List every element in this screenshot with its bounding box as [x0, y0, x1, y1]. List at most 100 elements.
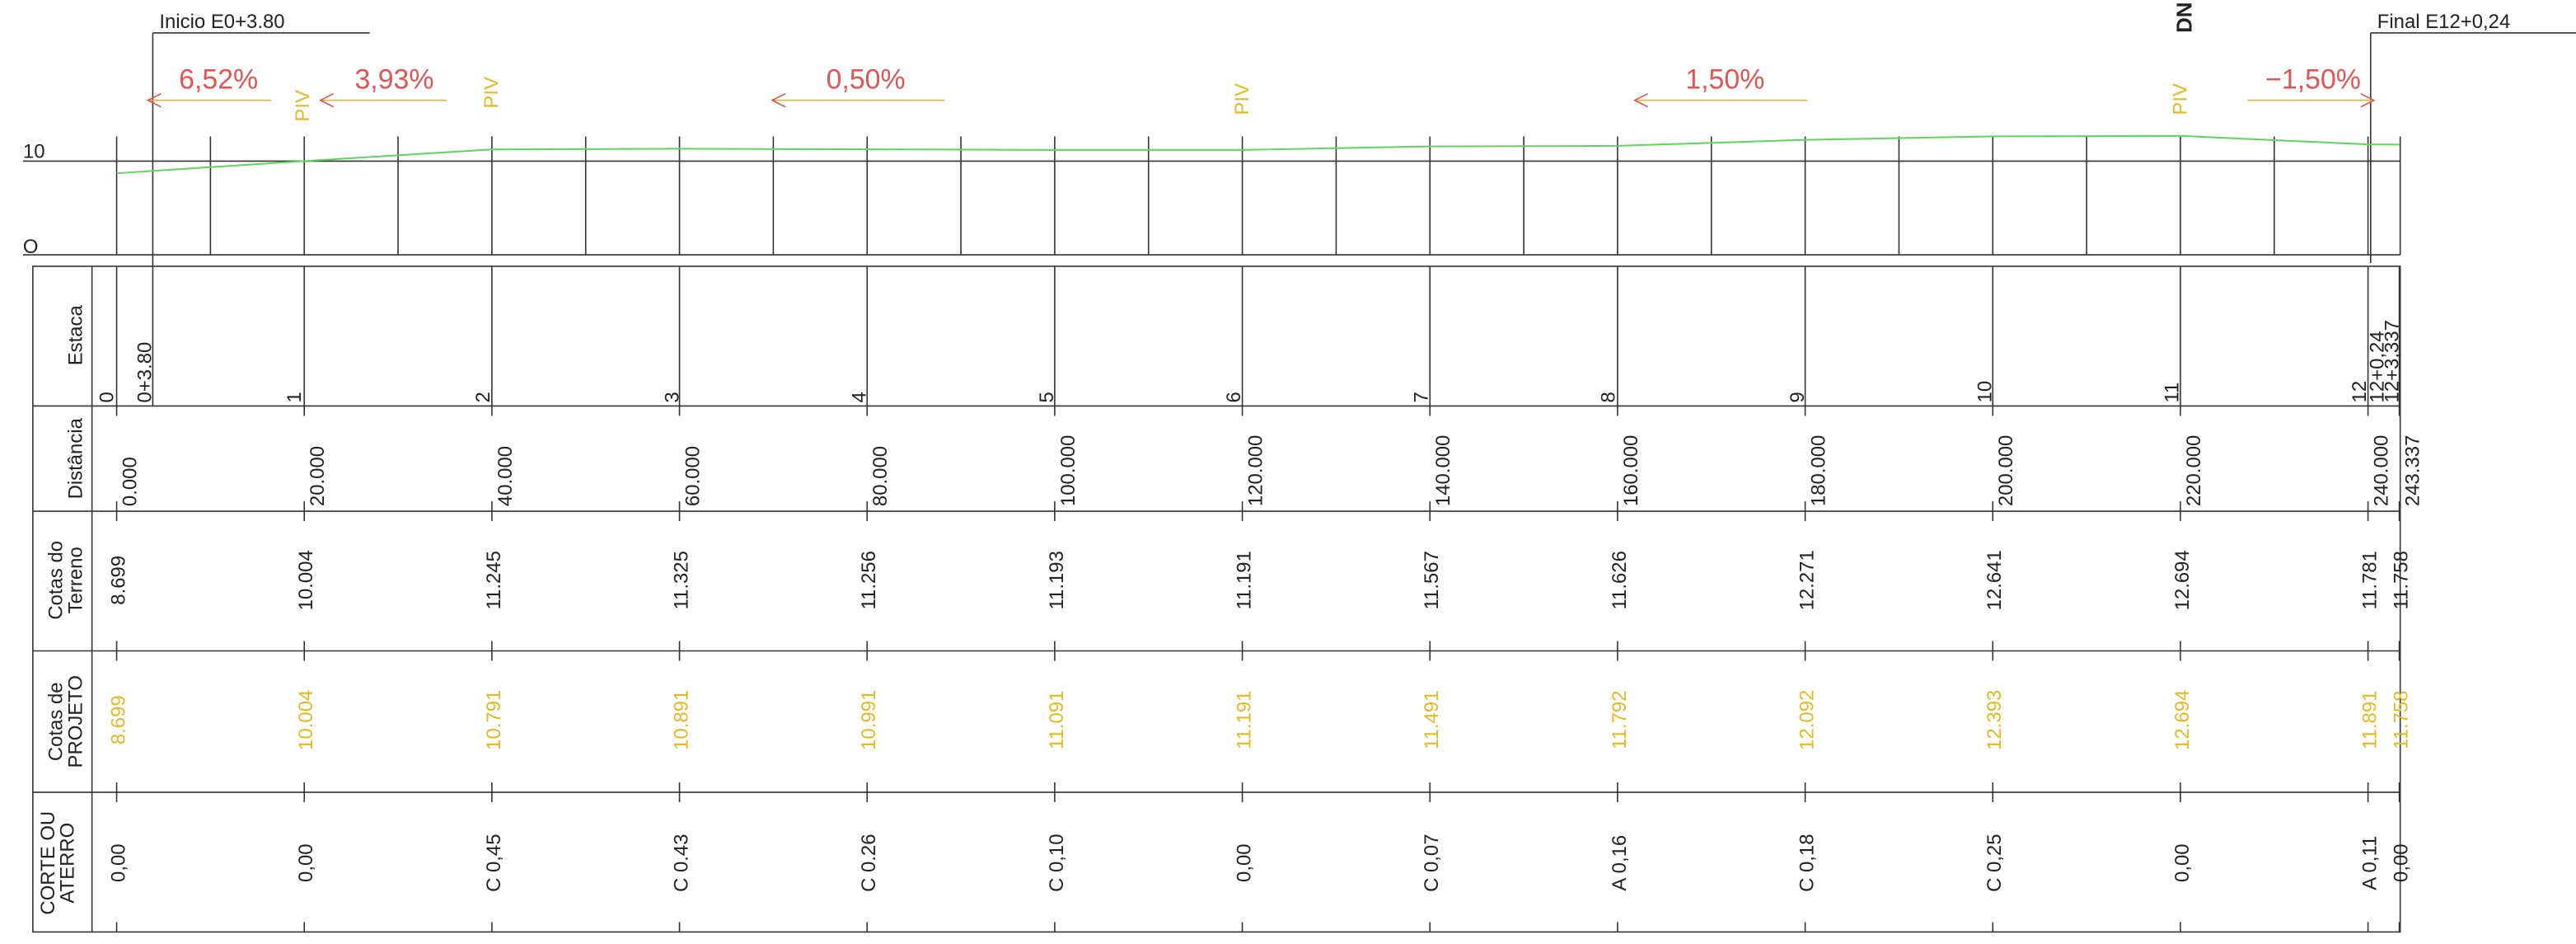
station: 0	[96, 392, 119, 402]
piv-label: PIV	[480, 77, 503, 109]
station: 2	[472, 392, 494, 402]
station: 3	[661, 392, 683, 402]
station: 5	[1036, 392, 1058, 402]
axis-label: O	[23, 236, 39, 258]
cut-fill: C 0,18	[1796, 834, 1819, 891]
terrain-elevation: 11.256	[858, 551, 880, 609]
grade-label: 0,50%	[827, 64, 906, 96]
grade-label: 6,52%	[179, 64, 258, 96]
end-label: Final E12+0,24	[2377, 11, 2510, 33]
axis-label: 10	[23, 140, 45, 162]
distance: 220.000	[2183, 435, 2205, 506]
cut-fill: C 0,07	[1421, 834, 1443, 891]
station: 12	[2349, 381, 2371, 403]
row-header: CORTE OU	[37, 811, 59, 915]
terrain-elevation: 11.325	[671, 551, 693, 609]
terrain-elevation: 12.271	[1796, 550, 1819, 610]
station: 6	[1223, 392, 1245, 402]
project-elevation: 11.792	[1609, 691, 1631, 749]
row-header: ATERRO	[57, 823, 79, 904]
distance: 60.000	[681, 446, 704, 506]
distance: 180.000	[1808, 435, 1830, 506]
distance: 243.337	[2402, 435, 2424, 506]
project-elevation: 10.791	[483, 690, 505, 750]
station: 0+3.80	[133, 342, 156, 403]
row-header: PROJETO	[65, 675, 87, 768]
terrain-elevation: 11.193	[1046, 551, 1068, 609]
station: 10	[1974, 381, 1996, 403]
grade-label: 3,93%	[354, 64, 433, 96]
project-elevation: 10.891	[671, 690, 693, 750]
start-label: Inicio E0+3.80	[159, 11, 284, 33]
arrow-head	[1632, 92, 1648, 108]
piv-label: PIV	[1231, 83, 1253, 115]
terrain-elevation: 12.694	[2171, 550, 2194, 610]
terrain-elevation: 11.626	[1609, 551, 1631, 609]
cut-fill: C 0,10	[1046, 834, 1068, 891]
cut-fill: C 0.26	[858, 834, 880, 891]
row-header: Terreno	[65, 547, 87, 613]
project-elevation: 12.092	[1796, 690, 1819, 750]
project-elevation: 11.758	[2391, 691, 2413, 749]
project-elevation: 10.004	[295, 690, 317, 750]
station: 1	[283, 392, 306, 402]
terrain-elevation: 11.245	[483, 551, 505, 609]
arrow-head	[770, 92, 786, 108]
project-elevation: 12.393	[1984, 690, 2006, 750]
distance: 40.000	[494, 446, 517, 506]
row-header: Distância	[65, 417, 87, 499]
cut-fill: C 0,45	[483, 834, 505, 891]
distance: 80.000	[869, 446, 892, 506]
terrain-elevation: 11.191	[1234, 551, 1256, 609]
table-frame	[32, 265, 2401, 933]
project-elevation: 11.091	[1046, 691, 1068, 749]
project-elevation: 11.191	[1234, 691, 1256, 749]
station: 4	[849, 392, 871, 402]
cut-fill: 0,00	[1234, 843, 1256, 882]
distance: 120.000	[1245, 435, 1267, 506]
arrow-head	[2360, 92, 2376, 108]
terrain-line	[116, 134, 2400, 175]
grade-label: 1,50%	[1685, 64, 1764, 96]
terrain-elevation: 12.641	[1984, 550, 2006, 610]
terrain-elevation: 11.567	[1421, 551, 1443, 609]
project-elevation: 8.699	[108, 695, 130, 744]
arrow-head	[146, 92, 162, 108]
project-elevation: 11.491	[1421, 691, 1443, 749]
project-elevation: 12.694	[2171, 690, 2194, 750]
terrain-elevation: 11.758	[2391, 551, 2413, 609]
station: 12+3,337	[2382, 320, 2404, 402]
distance: 240.000	[2371, 435, 2393, 506]
piv-label: PIV	[2170, 83, 2192, 115]
distance: 140.000	[1432, 435, 1454, 506]
terrain-elevation: 10.004	[295, 550, 317, 610]
station: 11	[2161, 383, 2184, 403]
project-elevation: 11.891	[2359, 691, 2382, 749]
cut-fill: A 0,11	[2359, 836, 2382, 890]
cut-fill: C 0,25	[1984, 834, 2006, 891]
distance: 100.000	[1057, 435, 1080, 506]
row-header: Cotas do	[45, 541, 68, 620]
grade-label: −1,50%	[2265, 64, 2361, 96]
cut-fill: 0,00	[2171, 843, 2194, 882]
cut-fill: A 0,16	[1609, 835, 1631, 891]
piv-label: PIV	[292, 90, 314, 122]
terrain-elevation: 11.781	[2359, 551, 2382, 609]
cut-fill: 0,00	[2391, 843, 2413, 882]
arrow-head	[318, 92, 335, 108]
station: 7	[1410, 392, 1432, 402]
terrain-elevation: 8.699	[108, 556, 130, 605]
station: 12+0,24	[2367, 331, 2389, 402]
row-header: Estaca	[65, 304, 87, 365]
cut-fill: C 0.43	[671, 834, 693, 891]
station: 9	[1787, 392, 1809, 402]
distance: 200.000	[1995, 435, 2017, 506]
cut-fill: 0,00	[295, 843, 317, 882]
clipped-label: DN	[2173, 2, 2196, 32]
distance: 20.000	[307, 446, 329, 506]
project-elevation: 10.991	[858, 690, 880, 750]
station: 8	[1598, 392, 1620, 402]
row-header: Cotas de	[45, 682, 68, 761]
cut-fill: 0,00	[108, 843, 130, 882]
